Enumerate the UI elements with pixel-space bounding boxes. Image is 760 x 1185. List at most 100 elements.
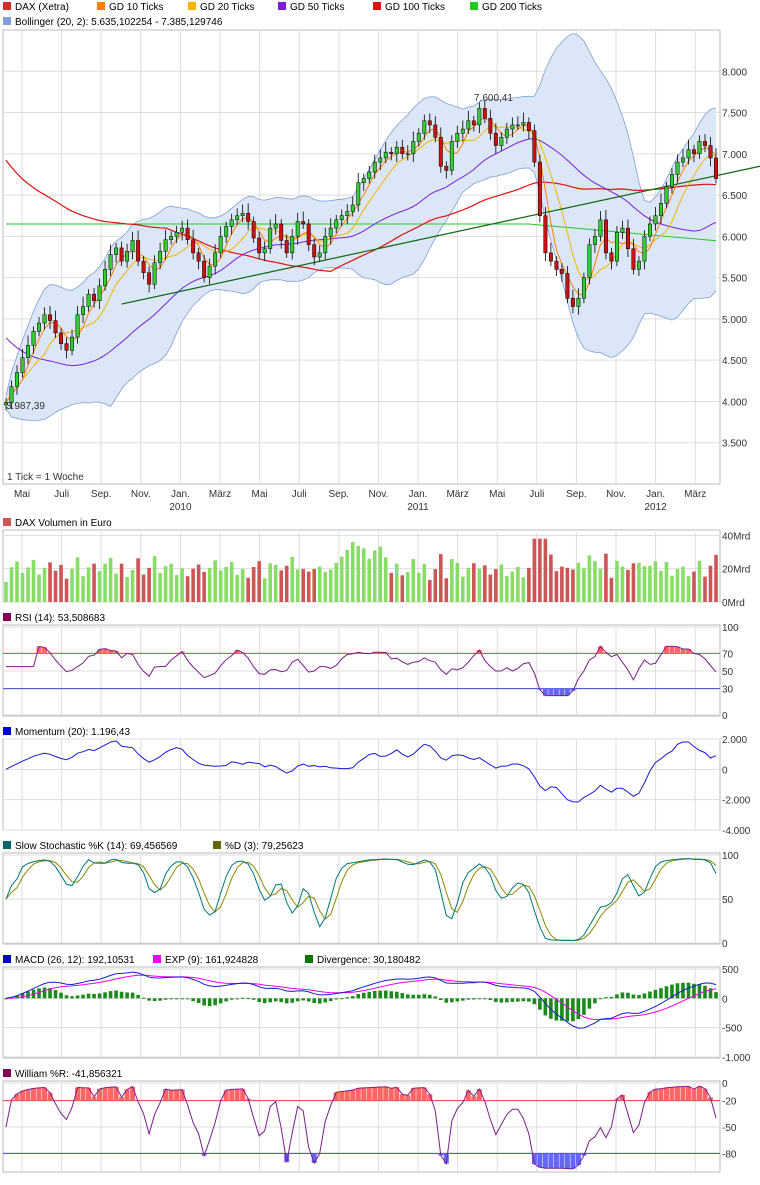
- candle-body: [273, 223, 278, 229]
- volume-bar: [527, 567, 531, 602]
- legend-swatch: [470, 2, 478, 10]
- rsi-title: RSI (14): 53,508683: [15, 613, 105, 624]
- macd-divergence-bar: [229, 998, 234, 1000]
- macd-divergence-bar: [235, 998, 239, 1000]
- volume-bar: [433, 569, 438, 602]
- williams-oversold-fill: [311, 1153, 317, 1163]
- candle-body: [455, 132, 460, 142]
- volume-bar: [477, 568, 482, 602]
- macd-divergence-bar: [372, 990, 377, 999]
- williams-oversold-fill: [575, 1153, 581, 1166]
- volume-bar: [499, 564, 504, 602]
- macd-divergence-bar: [494, 998, 498, 1002]
- macd-divergence-bar: [670, 984, 674, 999]
- williams-overbought-fill: [333, 1092, 339, 1101]
- williams-overbought-fill: [471, 1096, 477, 1101]
- macd-divergence-bar: [439, 998, 443, 1000]
- x-month-label: Nov.: [131, 489, 151, 500]
- candle-body: [103, 269, 108, 287]
- volume-bar: [708, 565, 713, 602]
- candle-body: [427, 120, 432, 126]
- candle-body: [163, 239, 168, 252]
- volume-bar: [174, 574, 179, 602]
- volume-bar: [53, 570, 58, 602]
- legend-swatch: [188, 2, 196, 10]
- williams-overbought-fill: [31, 1088, 37, 1101]
- volume-swatch: [3, 518, 11, 526]
- candle-body: [405, 153, 410, 156]
- volume-bar: [114, 573, 118, 602]
- macd-divergence-bar: [565, 998, 570, 1022]
- x-axis: Mai Juli Sep. Nov. Jan. März Mai Juli Sep. Nov. Ja…: [14, 489, 706, 513]
- candle-body: [692, 149, 696, 155]
- volume-title: DAX Volumen in Euro: [15, 518, 112, 529]
- williams-overbought-fill: [350, 1090, 356, 1101]
- candle-body: [686, 149, 691, 159]
- rsi-overbought-fill: [680, 649, 686, 654]
- williams-oversold-fill: [542, 1153, 548, 1169]
- volume-bar: [246, 577, 250, 602]
- candle-body: [499, 137, 504, 146]
- x-month-label: Juli: [529, 489, 544, 500]
- volume-bar: [675, 569, 680, 602]
- volume-bar: [136, 558, 140, 602]
- williams-overbought-fill: [394, 1087, 400, 1101]
- divergence-swatch: [305, 955, 313, 963]
- volume-bar: [64, 578, 69, 602]
- candle-body: [317, 252, 322, 258]
- macd-divergence-bar: [4, 998, 8, 1000]
- stoch-d-swatch: [213, 841, 221, 849]
- volume-bar: [642, 566, 647, 602]
- macd-divergence-bar: [620, 992, 625, 999]
- candle-body: [334, 219, 339, 229]
- volume-bar: [290, 557, 295, 602]
- price-y-tick: 6.500: [722, 191, 747, 202]
- candle-body: [438, 137, 443, 167]
- macd-divergence-bar: [42, 987, 47, 999]
- williams-oversold-fill: [531, 1153, 537, 1165]
- williams-overbought-fill: [410, 1088, 416, 1101]
- macd-divergence-bar: [130, 992, 135, 999]
- volume-bar: [191, 568, 195, 602]
- candle-body: [218, 236, 223, 254]
- volume-bar: [372, 550, 377, 602]
- volume-bar: [411, 559, 416, 602]
- macd-divergence-bar: [587, 998, 592, 1009]
- macd-divergence-bar: [86, 993, 91, 999]
- volume-bar: [538, 538, 542, 602]
- volume-bar: [9, 567, 14, 602]
- williams-overbought-fill: [685, 1086, 691, 1101]
- candle-body: [174, 231, 179, 237]
- sub-y-tick: 100: [722, 851, 739, 862]
- x-month-label: Jan.: [409, 489, 428, 500]
- candle-body: [361, 178, 366, 183]
- candle-body: [708, 145, 713, 159]
- price-y-tick: 8.000: [722, 67, 747, 78]
- price-y-tick: 4.000: [722, 397, 747, 408]
- williams-overbought-fill: [476, 1089, 482, 1101]
- volume-bar: [42, 567, 47, 602]
- williams-overbought-fill: [647, 1092, 653, 1101]
- stochastic-y-axis: 100 50 0: [722, 851, 739, 950]
- macd-divergence-bar: [295, 998, 300, 1002]
- rsi-overbought-fill: [108, 650, 114, 654]
- williams-overbought-fill: [80, 1087, 86, 1101]
- macd-divergence-bar: [224, 998, 228, 1002]
- candle-body: [394, 146, 399, 155]
- candle-body: [125, 250, 130, 262]
- volume-bar: [20, 572, 25, 602]
- macd-divergence-bar: [444, 998, 449, 1003]
- macd-divergence-bar: [163, 998, 168, 1000]
- volume-bar: [631, 563, 636, 602]
- candle-body: [180, 227, 185, 233]
- volume-bar: [350, 542, 355, 602]
- williams-overbought-fill: [47, 1092, 53, 1101]
- volume-bar: [257, 561, 261, 602]
- macd-divergence-bar: [659, 988, 663, 999]
- candle-body: [378, 157, 383, 163]
- williams-overbought-fill: [174, 1090, 180, 1101]
- candle-body: [196, 252, 201, 262]
- macd-divergence-bar: [703, 985, 707, 999]
- price-y-tick: 4.500: [722, 356, 747, 367]
- rsi-oversold-fill: [542, 688, 548, 696]
